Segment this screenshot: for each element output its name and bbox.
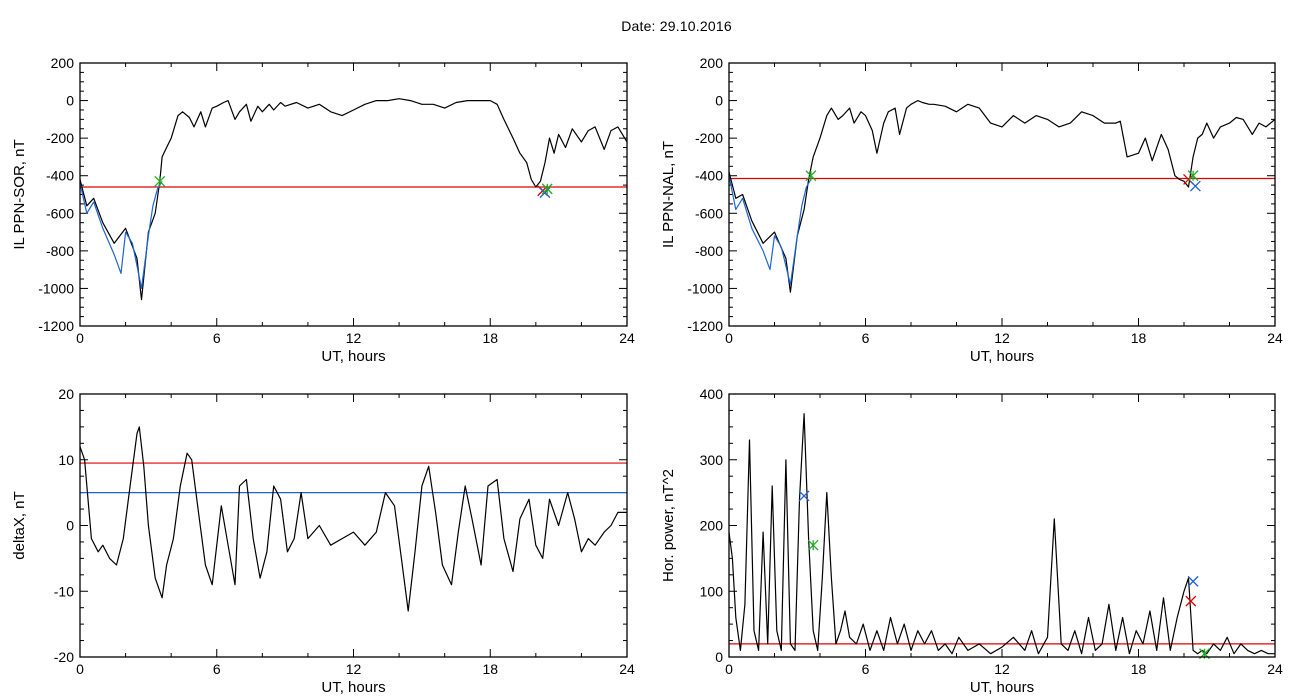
y-tick-label: 200 [51,55,75,71]
y-tick-label: 0 [715,649,723,665]
y-axis-label: IL PPN-SOR, nT [11,139,28,249]
y-tick-label: 300 [700,452,724,468]
x-tick-label: 6 [862,330,870,346]
x-axis-label: UT, hours [970,679,1034,696]
x-tick-label: 18 [1131,661,1147,677]
asterisk-marker [541,183,553,195]
x-tick-label: 12 [994,330,1010,346]
series-line-1 [728,99,1276,293]
marker-stroke [798,490,810,502]
y-tick-label: -600 [695,205,723,221]
x-tick-label: 12 [346,661,362,677]
y-tick-label: 400 [700,386,724,402]
x-tick-label: 24 [1267,661,1283,677]
page-title: Date: 29.10.2016 [621,18,732,34]
y-axis-label: deltaX, nT [11,491,28,559]
marker-stroke [1185,595,1197,607]
y-tick-label: -800 [695,243,723,259]
x-tick-label: 6 [862,661,870,677]
plot-frame [79,393,628,658]
chart-panel-2: 0 6 12 18 24 -1200 -1000 -800 -600 -400 -200 0 200 UT… [660,55,1283,365]
y-tick-label: 0 [715,93,723,109]
series-line-1 [79,426,627,612]
x-tick-label: 6 [213,661,221,677]
x-tick-label: 6 [213,330,221,346]
y-axis-label: Hor. power, nT^2 [660,469,677,582]
y-tick-label: 0 [66,518,74,534]
x-axis-label: UT, hours [321,348,385,365]
x-tick-label: 18 [482,330,498,346]
x-tick-label: 18 [1131,330,1147,346]
marker-stroke [1189,180,1201,192]
x-tick-label: 24 [619,661,635,677]
plot-frame [79,62,628,327]
x-tick-label: 0 [725,661,733,677]
x-tick-label: 12 [346,330,362,346]
y-tick-label: -1000 [38,280,74,296]
chart-panel-1: 0 6 12 18 24 -1200 -1000 -800 -600 -400 -200 0 200 UT… [11,55,635,365]
series-line-1 [728,413,1275,655]
chart-panel-4: 0 6 12 18 24 0 100 200 300 400 UT, hours Hor. power… [660,386,1283,696]
y-tick-label: -10 [54,583,74,599]
y-tick-label: 200 [700,518,724,534]
y-tick-label: -1200 [38,318,74,334]
series-line-2 [728,175,812,286]
y-tick-label: 100 [700,583,724,599]
y-tick-label: -20 [54,649,74,665]
x-tick-label: 0 [725,330,733,346]
x-tick-label: 24 [1267,330,1283,346]
series-line-2 [79,180,163,289]
x-tick-label: 0 [76,661,84,677]
asterisk-marker [1187,170,1199,182]
x-marker [1189,180,1201,192]
y-tick-label: -600 [46,205,74,221]
y-tick-label: 20 [58,386,74,402]
y-tick-label: 200 [700,55,724,71]
x-marker [1187,575,1199,587]
y-tick-label: 0 [66,93,74,109]
x-tick-label: 0 [76,330,84,346]
y-tick-label: -200 [695,130,723,146]
x-tick-label: 12 [994,661,1010,677]
x-axis-label: UT, hours [321,679,385,696]
y-axis-label: IL PPN-NAL, nT [660,141,677,248]
y-tick-label: -200 [46,130,74,146]
chart-panel-3: 0 6 12 18 24 -20 -10 0 10 20 UT, hours deltaX, nT [11,386,635,696]
plot-frame [728,393,1276,658]
y-tick-label: -1200 [687,318,723,334]
y-tick-label: -400 [695,168,723,184]
asterisk-marker [154,175,166,187]
x-tick-label: 24 [619,330,635,346]
x-tick-label: 18 [482,661,498,677]
x-marker [1185,595,1197,607]
asterisk-marker [807,539,819,551]
x-marker [798,490,810,502]
y-tick-label: -1000 [687,280,723,296]
y-tick-label: 10 [58,452,74,468]
series-line-1 [79,98,628,301]
asterisk-marker [805,170,817,182]
plot-frame [728,62,1276,327]
x-axis-label: UT, hours [970,348,1034,365]
y-tick-label: -800 [46,243,74,259]
marker-stroke [1187,575,1199,587]
y-tick-label: -400 [46,168,74,184]
